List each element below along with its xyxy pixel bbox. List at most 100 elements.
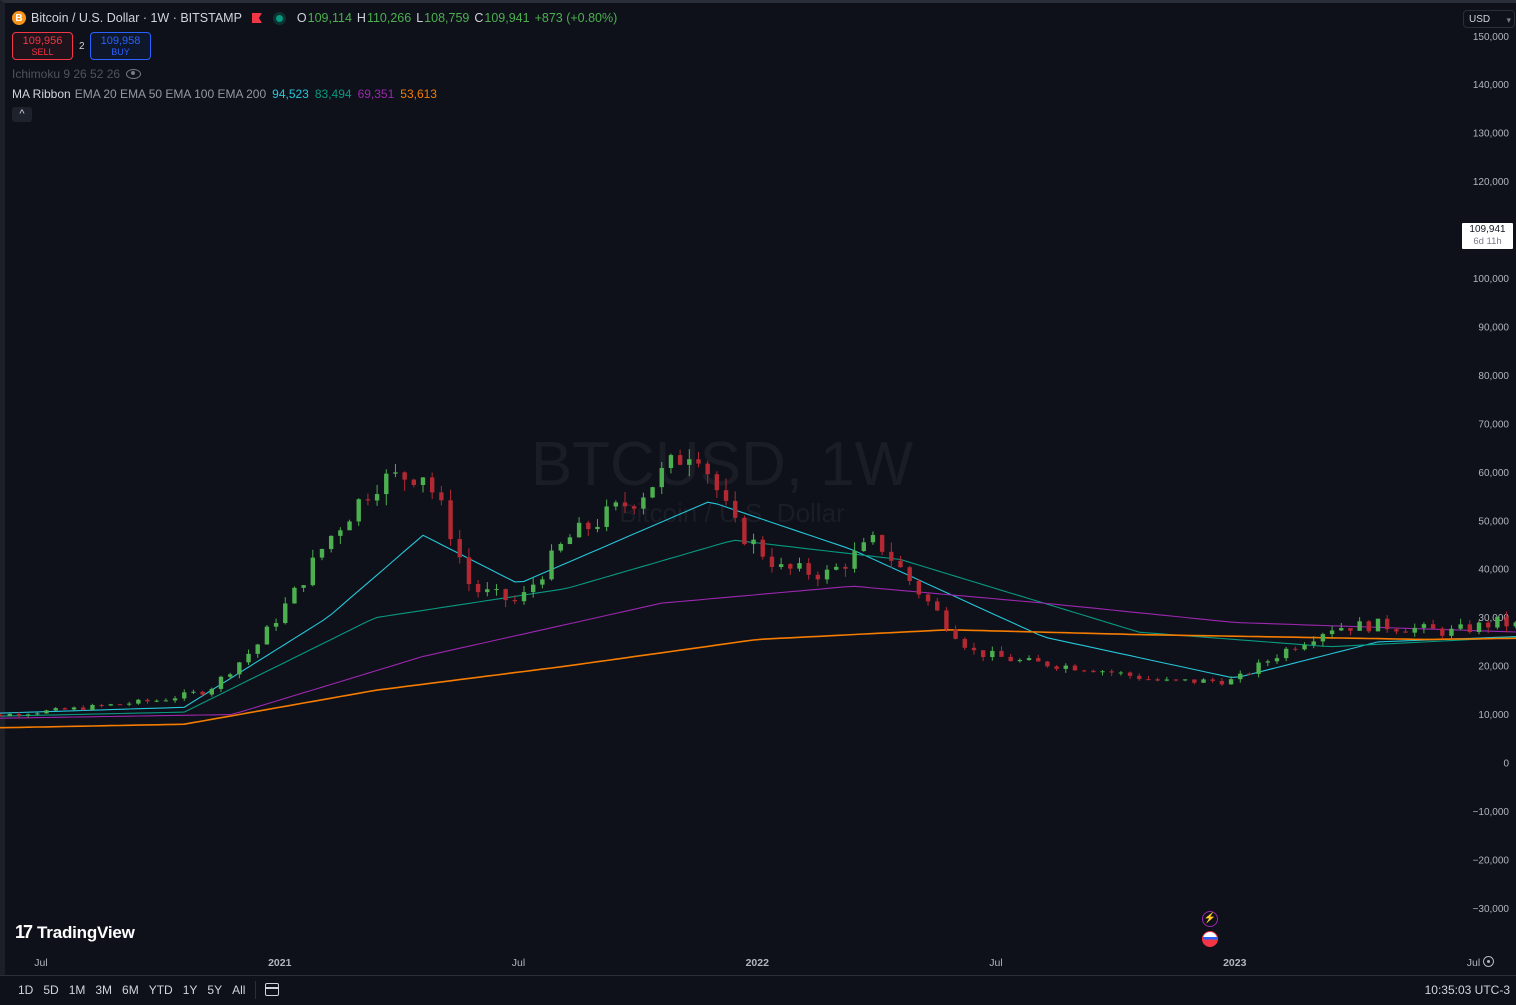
y-tick-label: 90,000 (1478, 322, 1509, 333)
range-all[interactable]: All (232, 983, 246, 997)
range-1y[interactable]: 1Y (182, 983, 198, 997)
candle-body (705, 463, 710, 475)
candle-body (1045, 661, 1050, 667)
candle-body (227, 674, 233, 677)
candle-body (1403, 631, 1408, 633)
candle-body (879, 535, 885, 552)
y-tick-label: 120,000 (1473, 177, 1510, 188)
ichimoku-legend[interactable]: Ichimoku 9 26 52 26 (12, 67, 142, 81)
y-tick-label: 0 (1503, 759, 1509, 770)
candle-body (1458, 624, 1463, 629)
candle-body (1283, 648, 1289, 659)
candle-body (53, 708, 58, 711)
candle-body (843, 566, 848, 569)
ema100-value: 69,351 (357, 87, 395, 101)
symbol-title[interactable]: Bitcoin / U.S. Dollar · 1W · BITSTAMP (31, 11, 242, 25)
range-1d[interactable]: 1D (18, 983, 34, 997)
candle-body (797, 563, 802, 569)
ohlc-close-value: 109,941 (484, 11, 530, 25)
candle-body (1173, 679, 1179, 681)
candle-body (126, 703, 132, 705)
candle-body (1182, 679, 1188, 681)
ema20-value: 94,523 (272, 87, 309, 101)
range-1m[interactable]: 1M (68, 983, 86, 997)
candle-body (1513, 622, 1516, 627)
candle-body (237, 662, 242, 675)
ohlc-close-key: C (474, 11, 484, 25)
candle-body (44, 710, 49, 714)
y-tick-label: −30,000 (1473, 904, 1510, 915)
candle-body (191, 691, 196, 693)
range-ytd[interactable]: YTD (148, 983, 173, 997)
candle-body (925, 594, 931, 602)
x-tick-label: Jul (512, 957, 525, 969)
candle-body (595, 526, 600, 530)
candle-body (246, 653, 251, 663)
candle-body (971, 647, 977, 651)
candle-body (889, 551, 894, 561)
tradingview-logo-mark: 17 (15, 922, 33, 942)
ohlc-change-value: +873 (+0.80%) (534, 11, 618, 25)
candle-body (328, 535, 334, 550)
candle-body (1137, 675, 1142, 680)
ema50-value: 83,494 (314, 87, 352, 101)
candle-body (429, 477, 435, 493)
ohlc-low-value: 108,759 (424, 11, 470, 25)
watermark-title: BTCUSD, 1W (531, 430, 914, 499)
candle-body (1219, 680, 1225, 685)
candle-body (1036, 658, 1041, 662)
candle-body (1127, 672, 1133, 676)
lightning-event-icon[interactable]: ⚡ (1202, 911, 1218, 927)
candle-body (1026, 658, 1032, 661)
tradingview-logo[interactable]: 17 TradingView (15, 922, 135, 943)
collapse-legend-button[interactable]: ^ (12, 107, 32, 122)
ema-line-2 (0, 539, 1516, 717)
x-tick-label: 2023 (1223, 957, 1247, 969)
ma-ribbon-legend[interactable]: MA Ribbon EMA 20 EMA 50 EMA 100 EMA 200 … (12, 87, 443, 101)
tradingview-logo-text: TradingView (37, 922, 135, 942)
candle-body (834, 566, 839, 570)
buy-button[interactable]: 109,958 BUY (90, 32, 151, 60)
range-6m[interactable]: 6M (122, 983, 139, 997)
candle-body (622, 502, 628, 507)
symbol-legend: B Bitcoin / U.S. Dollar · 1W · BITSTAMP … (12, 11, 622, 25)
currency-selector[interactable]: USD (1463, 10, 1515, 29)
spread-value: 2 (79, 41, 85, 52)
candle-body (567, 537, 573, 544)
ohlc-high-key: H (356, 11, 366, 25)
ohlc-high-value: 110,266 (366, 11, 412, 25)
candle-body (815, 574, 821, 580)
candle-body (980, 650, 986, 658)
range-3m[interactable]: 3M (95, 983, 113, 997)
candle-body (209, 688, 214, 695)
ohlc-low-key: L (416, 11, 424, 25)
range-5y[interactable]: 5Y (207, 983, 223, 997)
candle-body (1164, 679, 1169, 681)
candle-body (356, 499, 361, 522)
candle-body (310, 557, 316, 586)
candle-body (687, 459, 692, 465)
candle-body (117, 704, 123, 706)
candle-body (714, 474, 720, 491)
candle-body (1329, 630, 1335, 635)
red-flag-icon[interactable] (251, 13, 262, 23)
candle-body (448, 500, 453, 540)
eye-hidden-icon[interactable] (126, 69, 142, 79)
candle-body (990, 650, 995, 658)
candle-body (733, 500, 738, 518)
candle-body (1081, 670, 1087, 672)
ema-line-4 (0, 629, 1516, 729)
us-flag-event-icon[interactable] (1202, 931, 1218, 947)
ohlc-open-key: O (296, 11, 307, 25)
gear-icon[interactable] (1483, 956, 1494, 967)
candle-body (466, 557, 472, 585)
sell-button[interactable]: 109,956 SELL (12, 32, 73, 60)
calendar-goto-icon[interactable] (265, 983, 279, 996)
y-tick-label: 40,000 (1478, 565, 1509, 576)
range-5d[interactable]: 5D (43, 983, 59, 997)
candle-body (1210, 679, 1215, 681)
candle-body (1201, 679, 1206, 683)
timezone-clock[interactable]: 10:35:03 UTC-3 (1424, 983, 1510, 997)
